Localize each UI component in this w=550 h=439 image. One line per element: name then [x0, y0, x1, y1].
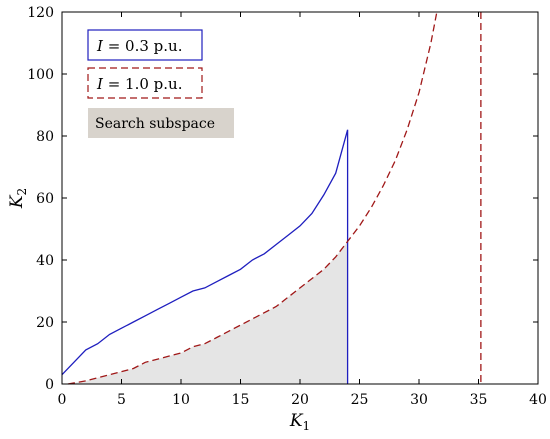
x-tick-label: 10 — [172, 392, 190, 408]
y-tick-label: 100 — [27, 67, 54, 83]
x-tick-label: 25 — [351, 392, 369, 408]
legend-label-series-2: I = 1.0 p.u. — [96, 75, 182, 93]
legend-entry-series-1: I = 0.3 p.u. — [87, 29, 203, 61]
legend-label-series-1: I = 0.3 p.u. — [96, 37, 182, 55]
x-tick-label: 20 — [291, 392, 309, 408]
y-tick-label: 20 — [36, 315, 54, 331]
x-axis-label: K1 — [289, 411, 310, 433]
series-layer — [61, 11, 482, 385]
x-tick-label: 40 — [529, 392, 547, 408]
y-tick-label: 40 — [36, 253, 54, 269]
legend-entry-series-2: I = 1.0 p.u. — [87, 67, 203, 99]
y-tick-label: 120 — [27, 5, 54, 21]
search-subspace-area — [67, 241, 348, 384]
legend-label-search-subspace: Search subspace — [95, 116, 215, 132]
y-tick-label: 60 — [36, 191, 54, 207]
legend-box-series-2 — [87, 67, 203, 99]
legend: I = 0.3 p.u. I = 1.0 p.u. Search subspac… — [87, 29, 234, 138]
series-line-1 — [61, 129, 349, 384]
x-tick-label: 30 — [410, 392, 428, 408]
legend-entry-shaded: Search subspace — [88, 108, 234, 138]
shaded-region — [67, 241, 348, 384]
y-axis-label: K2 — [7, 188, 29, 209]
legend-box-series-1 — [87, 29, 203, 61]
y-axis: 0 20 40 60 80 100 120 — [27, 5, 538, 393]
x-tick-label: 0 — [58, 392, 67, 408]
y-tick-label: 80 — [36, 129, 54, 145]
x-tick-label: 5 — [117, 392, 126, 408]
x-tick-label: 15 — [232, 392, 250, 408]
legend-box-search-subspace — [88, 108, 234, 138]
series-line-2 — [67, 11, 438, 385]
y-tick-label: 0 — [45, 377, 54, 393]
x-axis: 0 5 10 15 20 25 30 35 40 — [58, 12, 547, 408]
x-tick-label: 35 — [470, 392, 488, 408]
